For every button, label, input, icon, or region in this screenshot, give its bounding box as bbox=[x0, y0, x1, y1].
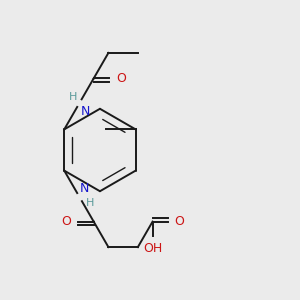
Text: O: O bbox=[116, 72, 126, 85]
Text: O: O bbox=[62, 215, 72, 228]
Text: N: N bbox=[80, 182, 89, 195]
Text: OH: OH bbox=[143, 242, 162, 255]
Text: H: H bbox=[69, 92, 77, 102]
Text: H: H bbox=[85, 199, 94, 208]
Text: N: N bbox=[81, 105, 90, 119]
Text: O: O bbox=[175, 215, 184, 228]
